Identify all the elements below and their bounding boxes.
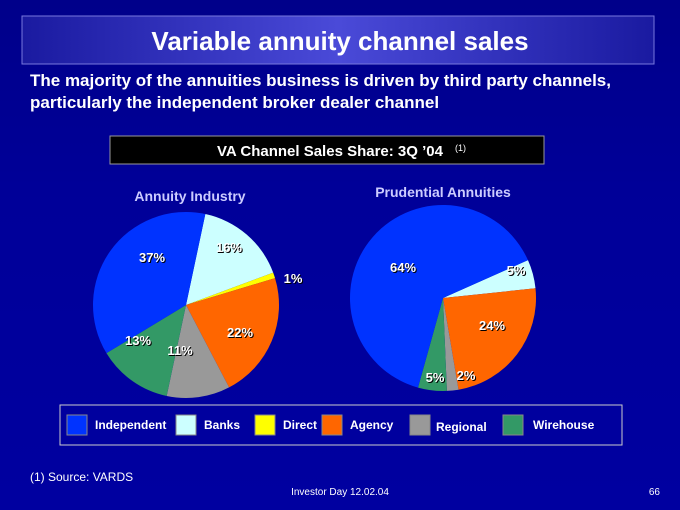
pie-slice: [186, 278, 279, 388]
value-label: 11%: [167, 343, 193, 358]
value-label: 2%: [457, 368, 476, 383]
value-label: 5%: [427, 371, 446, 386]
pie-slice: [166, 305, 230, 398]
title-bar: [21, 15, 655, 65]
value-label: 1%: [285, 272, 304, 287]
value-label: 16%: [217, 241, 243, 256]
legend-label: Independent: [95, 418, 166, 432]
value-label: 16%: [216, 240, 242, 255]
legend-swatch: [502, 414, 524, 436]
banner: [109, 135, 545, 165]
pie-slice: [443, 298, 459, 391]
value-label: 5%: [426, 370, 445, 385]
legend-swatch: [321, 414, 343, 436]
pie-title: Prudential Annuities: [375, 184, 511, 200]
pie-slice: [186, 272, 276, 305]
legend-label: Agency: [350, 418, 394, 432]
value-label: 1%: [284, 271, 303, 286]
value-label: 24%: [480, 319, 506, 334]
value-label: 2%: [458, 369, 477, 384]
pie-slice: [349, 204, 528, 388]
pie-slice: [186, 214, 274, 305]
legend-swatch: [409, 414, 431, 436]
value-label: 37%: [139, 250, 165, 265]
pie-slice: [93, 212, 206, 354]
legend-label: Regional: [436, 420, 487, 434]
value-label: 37%: [140, 251, 166, 266]
banner-note: (1): [455, 143, 466, 153]
value-label: 64%: [391, 261, 417, 276]
event: Investor Day 12.02.04: [291, 487, 389, 498]
pie-slice: [106, 305, 186, 396]
pie-slice: [443, 288, 536, 390]
pie-slice: [443, 260, 536, 298]
value-label: 22%: [228, 326, 254, 341]
value-label: 13%: [125, 333, 151, 348]
legend-swatch: [175, 414, 197, 436]
legend-label: Wirehouse: [533, 418, 595, 432]
legend-label: Direct: [283, 418, 317, 432]
pie-slice: [417, 298, 447, 391]
value-label: 22%: [227, 325, 253, 340]
value-label: 5%: [507, 263, 526, 278]
value-label: 11%: [168, 344, 194, 359]
footnote: (1) Source: VARDS: [30, 470, 133, 484]
page-number: 66: [649, 487, 661, 498]
value-label: 5%: [508, 264, 527, 279]
value-label: 13%: [126, 334, 152, 349]
subtitle-box: The majority of the annuities business i…: [30, 71, 611, 112]
legend-box: [59, 404, 623, 446]
value-label: 24%: [479, 318, 505, 333]
legend-label: Banks: [204, 418, 240, 432]
value-label: 64%: [390, 260, 416, 275]
legend-swatch: [254, 414, 276, 436]
banner-text: VA Channel Sales Share: 3Q ’04: [217, 143, 444, 160]
pie-title: Annuity Industry: [134, 188, 245, 204]
legend-swatch: [66, 414, 88, 436]
subtitle: The majority of the annuities business i…: [30, 71, 611, 112]
title: Variable annuity channel sales: [151, 26, 528, 56]
